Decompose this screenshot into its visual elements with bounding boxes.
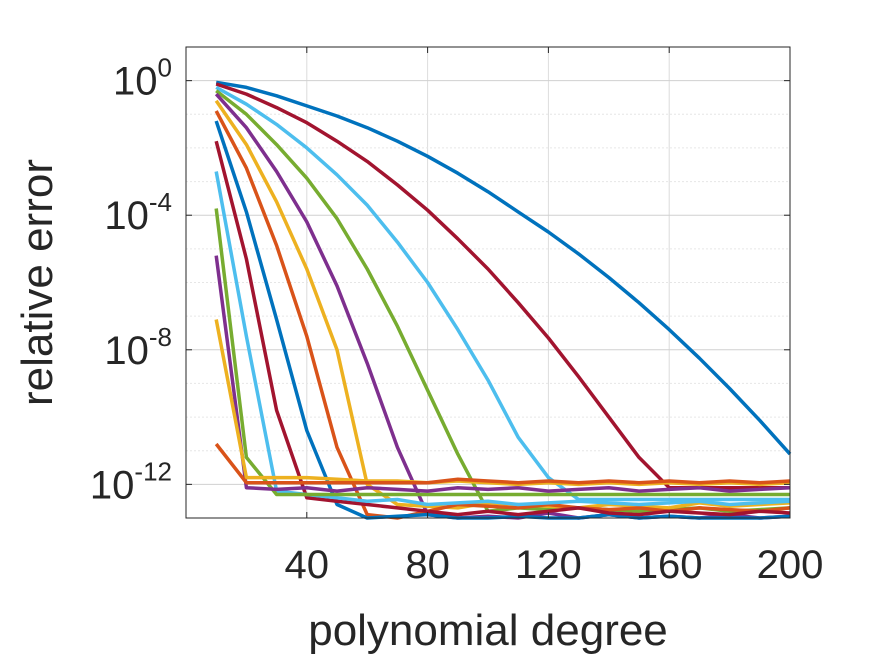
y-tick-label: 10-4 (104, 187, 172, 238)
series-line-s12 (214, 255, 791, 493)
x-tick-label: 200 (757, 543, 824, 587)
y-tick-exponent: -12 (134, 456, 172, 486)
y-tick-base: 10 (104, 194, 149, 238)
series-line-s9 (214, 140, 791, 517)
series-line-s14 (214, 442, 791, 485)
plot-frame (185, 46, 791, 519)
y-tick-base: 10 (104, 329, 149, 373)
y-tick-base: 10 (90, 463, 135, 507)
y-tick-exponent: 0 (158, 53, 172, 83)
series-line-s1 (215, 80, 792, 456)
series-line-s11 (214, 208, 790, 497)
y-axis-title: relative error (13, 159, 62, 406)
ticks (186, 47, 791, 518)
x-axis-title: polynomial degree (308, 606, 668, 655)
x-tick-label: 160 (636, 543, 703, 587)
y-tick-exponent: -4 (149, 187, 172, 217)
y-tick-label: 10-8 (104, 322, 172, 373)
x-tick-label: 120 (515, 543, 582, 587)
y-tick-base: 10 (113, 60, 158, 104)
y-tick-label: 100 (113, 53, 172, 104)
x-tick-label: 80 (405, 543, 450, 587)
y-tick-exponent: -8 (149, 322, 172, 352)
series-line-s7 (214, 110, 791, 520)
y-tick-label: 10-12 (90, 456, 172, 507)
x-tick-label: 40 (285, 543, 330, 587)
x-tick-labels: 40 80 120 160 200 (285, 543, 824, 587)
series-line-s3 (215, 85, 790, 502)
